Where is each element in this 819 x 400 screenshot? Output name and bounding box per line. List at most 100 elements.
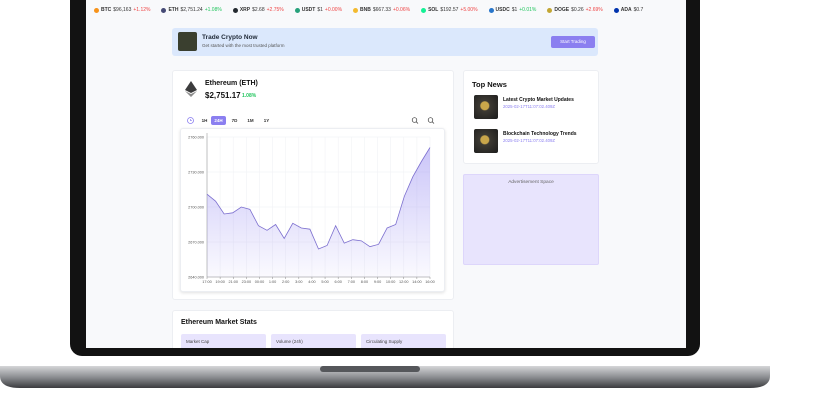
zoom-out[interactable] <box>427 117 435 124</box>
ticker-price: $2.68 <box>252 7 265 13</box>
ticker-symbol: USDC <box>495 7 510 13</box>
x-tick-label: 21:00 <box>228 280 238 284</box>
y-tick-label: 2640.000 <box>188 275 204 279</box>
coin-icon <box>353 7 359 13</box>
ticker-price: $667.33 <box>372 7 391 13</box>
x-tick-label: 3:00 <box>295 280 302 284</box>
ticker-item[interactable]: SOL $192.57 +5.00% <box>421 7 478 13</box>
ticker-price: $96,163 <box>113 7 132 13</box>
x-tick-label: 1:00 <box>269 280 276 284</box>
x-tick-label: 2:00 <box>282 280 289 284</box>
ticker-symbol: ETH <box>168 7 179 13</box>
ticker-price: $0.7 <box>633 7 644 13</box>
coin-change: 1.08% <box>242 93 257 99</box>
ticker-item[interactable]: USDT $1 +0.00% <box>294 7 343 13</box>
ticker-symbol: ADA <box>620 7 632 13</box>
ticker-item[interactable]: DOGE $0.26 +2.69% <box>547 7 603 13</box>
price-chart: 2640.000 2670.000 2700.000 2730.000 2760.000… <box>188 133 435 284</box>
x-tick-label: 6:00 <box>334 280 341 284</box>
news-title: Top News <box>472 80 507 89</box>
notch <box>320 366 420 372</box>
news-headline[interactable]: Blockchain Technology Trends <box>503 131 577 137</box>
clock-icon[interactable] <box>186 116 195 125</box>
coin-icon <box>94 7 99 13</box>
stat-box: Market Cap <box>181 334 266 348</box>
screen: BTC $96,163 +1.12% ETH $2,751.24 +1.08% XRP $2.… <box>86 0 686 348</box>
timeframe-button[interactable]: 7D <box>231 118 238 123</box>
banner-subtitle: Get started with the most trusted platfo… <box>202 43 285 48</box>
stat-box: Circulating Supply <box>361 334 446 348</box>
ticker-symbol: DOGE <box>554 7 570 13</box>
chart-box: 2640.000 2670.000 2700.000 2730.000 2760.000… <box>180 128 445 292</box>
area <box>207 147 430 277</box>
ticker-symbol: XRP <box>239 7 251 13</box>
x-tick-label: 5:00 <box>321 280 328 284</box>
coin-price: $2,751.17 <box>205 91 241 100</box>
ticker-change: +1.08% <box>204 7 222 13</box>
ticker-change: +0.06% <box>392 7 411 13</box>
timeframe-button[interactable]: 1M <box>247 118 254 123</box>
x-tick-label: 10:00 <box>386 280 396 284</box>
ticker-item[interactable]: ADA $0.7 <box>613 7 644 13</box>
ticker-item[interactable]: BNB $667.33 +0.06% <box>353 7 410 13</box>
laptop-base <box>0 366 770 388</box>
ad-box: Advertisement Space <box>463 174 599 265</box>
x-tick-label: 19:00 <box>215 280 225 284</box>
coin-name: Ethereum (ETH) <box>205 80 258 87</box>
ticker-price: $1 <box>317 7 323 13</box>
stat-label: Volume (24h) <box>276 339 303 344</box>
zoom-controls <box>411 117 435 124</box>
ticker-change: +1.12% <box>133 7 151 13</box>
news-date: 2025-02-17T11:07:02.409Z <box>503 138 555 143</box>
ad-text: Advertisement Space <box>508 180 554 185</box>
x-tick-label: 7:00 <box>348 280 355 284</box>
news-thumbnail <box>474 129 498 153</box>
news-card: Top News Latest Crypto Market Updates 202… <box>463 70 599 164</box>
x-tick-label: 4:00 <box>308 280 315 284</box>
y-tick-label: 2670.000 <box>188 240 204 244</box>
stat-label: Circulating Supply <box>366 339 403 344</box>
ticker-change: +0.00% <box>324 7 343 13</box>
line <box>206 147 431 250</box>
timeframe-button[interactable]: 1H <box>201 118 208 123</box>
ticker-symbol: BTC <box>101 7 112 13</box>
y-tick-label: 2700.000 <box>188 205 204 209</box>
ticker-item[interactable]: BTC $96,163 +1.12% <box>94 7 150 13</box>
coin-icon <box>613 7 619 13</box>
x-tick-label: 12:00 <box>399 280 409 284</box>
stat-label: Market Cap <box>186 339 210 344</box>
ticker-change: +2.69% <box>585 7 603 13</box>
ticker-price: $0.26 <box>571 7 584 13</box>
ticker-item[interactable]: ETH $2,751.24 +1.08% <box>161 7 222 13</box>
ticker-symbol: SOL <box>428 7 439 13</box>
x-tick-label: 00:00 <box>255 280 265 284</box>
x-tick-label: 23:00 <box>242 280 252 284</box>
ticker-item[interactable]: XRP $2.68 +2.75% <box>232 7 284 13</box>
news-headline[interactable]: Latest Crypto Market Updates <box>503 97 574 103</box>
y-tick-label: 2730.000 <box>188 170 204 174</box>
start-trading-button[interactable]: Start Trading <box>551 36 595 48</box>
ticker-change: +5.00% <box>460 7 478 13</box>
timeframe-button[interactable]: 1Y <box>263 118 270 123</box>
coin-icon <box>232 7 238 13</box>
timeframe-button[interactable]: 24H <box>211 116 226 125</box>
ticker-item[interactable]: USDC $1 +0.01% <box>488 7 536 13</box>
coin-icon <box>161 7 167 13</box>
zoom-in[interactable] <box>411 117 419 124</box>
banner: Trade Crypto Now Get started with the mo… <box>172 28 598 56</box>
x-tick-label: 17:00 <box>202 280 212 284</box>
coin-icon <box>421 7 427 13</box>
coin-icon <box>488 7 494 13</box>
ticker-price: $1 <box>511 7 518 13</box>
news-thumbnail <box>474 95 498 119</box>
x-tick-label: 8:00 <box>361 280 368 284</box>
banner-image <box>178 32 197 51</box>
eth-icon <box>185 81 197 97</box>
ticker-symbol: USDT <box>301 7 316 13</box>
coin-icon <box>547 7 553 13</box>
banner-title: Trade Crypto Now <box>202 34 258 41</box>
y-tick-label: 2760.000 <box>188 135 204 139</box>
x-tick-label: 16:00 <box>425 280 435 284</box>
x-tick-label: 14:00 <box>412 280 422 284</box>
